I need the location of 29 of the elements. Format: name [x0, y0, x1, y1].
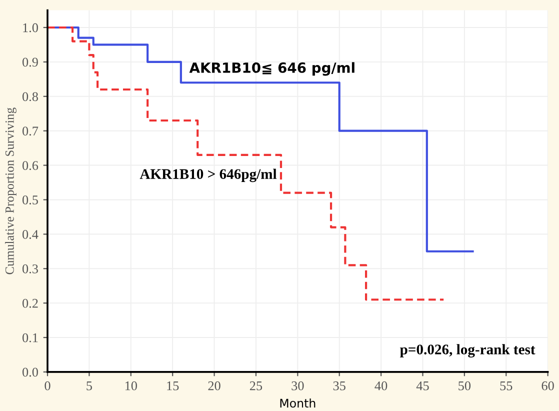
- x-tick-label: 0: [44, 381, 50, 390]
- x-tick-label: 40: [374, 381, 388, 390]
- series-label: AKR1B10≦ 646 pg/ml: [189, 62, 354, 76]
- y-tick-label: 0.4: [22, 230, 38, 239]
- x-axis-title: Month: [280, 398, 316, 408]
- x-tick-label: 10: [125, 381, 137, 390]
- annotation: p=0.026, log-rank test: [400, 344, 536, 358]
- y-tick-label: 0.8: [22, 92, 38, 102]
- x-tick-label: 45: [416, 381, 429, 390]
- x-tick-label: 20: [208, 381, 220, 390]
- y-axis-title: Cumulative Proportion Surviving: [5, 108, 16, 274]
- y-tick-label: 0.5: [22, 196, 38, 204]
- x-tick-label: 30: [292, 381, 304, 390]
- x-tick-label: 15: [167, 381, 179, 390]
- x-tick-label: 60: [542, 381, 554, 390]
- x-tick-label: 25: [250, 381, 262, 390]
- x-tick-label: 35: [333, 381, 346, 390]
- x-tick-label: 5: [86, 382, 92, 390]
- x-tick-label: 50: [458, 381, 471, 390]
- series-label: AKR1B10 > 646pg/ml: [140, 168, 277, 182]
- y-tick-label: 0.3: [22, 264, 38, 274]
- y-tick-label: 1.0: [23, 23, 38, 32]
- x-tick-label: 55: [500, 382, 512, 390]
- y-tick-label: 0.6: [22, 161, 38, 170]
- y-tick-label: 0.2: [22, 298, 38, 308]
- y-tick-label: 0.0: [22, 368, 38, 377]
- y-tick-label: 0.1: [22, 333, 38, 342]
- y-tick-label: 0.9: [22, 58, 38, 67]
- y-tick-label: 0.7: [22, 126, 38, 136]
